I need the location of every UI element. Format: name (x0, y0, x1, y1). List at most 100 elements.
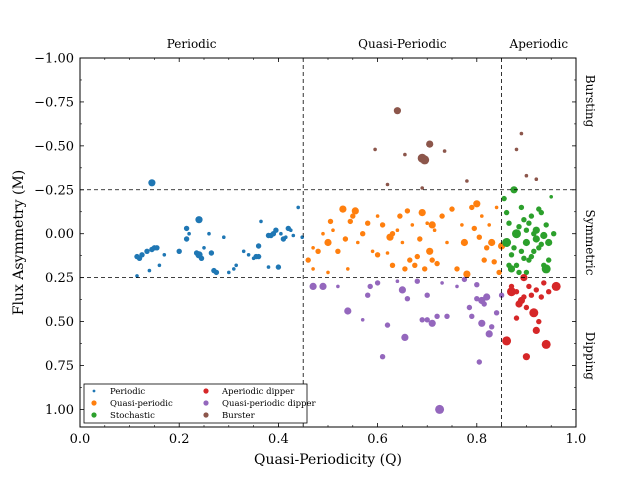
data-point (516, 269, 522, 276)
data-point (365, 292, 371, 298)
data-point (367, 283, 373, 290)
data-point (485, 330, 493, 338)
data-point (279, 231, 283, 236)
data-point (546, 289, 552, 295)
data-point (506, 262, 512, 268)
data-point (144, 248, 150, 254)
data-point (370, 249, 375, 254)
data-point (291, 233, 296, 238)
region-label-side: Symmetric (583, 210, 597, 276)
data-point (523, 269, 530, 276)
data-point (516, 224, 522, 230)
x-tick-label: 0.8 (466, 432, 487, 447)
data-point (351, 207, 359, 215)
region-label-side: Dipping (583, 332, 597, 380)
data-point (319, 282, 327, 290)
data-point (335, 248, 341, 254)
data-point (265, 232, 272, 239)
data-point (434, 260, 440, 267)
data-point (465, 179, 469, 183)
data-point (374, 252, 381, 258)
data-point (202, 246, 206, 250)
legend-label: Quasi-periodic (110, 399, 173, 409)
data-point (255, 243, 262, 249)
series-periodic (134, 179, 305, 278)
data-point (379, 354, 386, 360)
data-point (266, 265, 271, 269)
data-point (373, 147, 377, 152)
data-point (545, 238, 553, 247)
data-point (139, 252, 145, 258)
data-point (507, 287, 516, 297)
data-point (502, 238, 512, 247)
data-point (424, 292, 430, 298)
data-point (536, 318, 542, 325)
data-point (538, 294, 544, 300)
data-point (501, 195, 507, 202)
data-point (488, 238, 496, 247)
data-point (425, 221, 430, 225)
data-point (435, 404, 445, 414)
region-label-side: Bursting (583, 75, 597, 128)
data-point (523, 227, 530, 233)
data-point (402, 266, 408, 272)
data-point (207, 231, 211, 236)
data-point (241, 249, 246, 254)
data-point (476, 234, 482, 240)
data-point (524, 173, 529, 178)
data-point (487, 223, 492, 227)
x-axis-title: Quasi-Periodicity (Q) (254, 452, 402, 468)
data-point (551, 231, 557, 237)
legend-label: Burster (222, 411, 256, 421)
data-point (384, 322, 391, 328)
data-point (529, 308, 539, 318)
data-point (414, 253, 420, 260)
data-point (508, 283, 515, 290)
data-point (424, 317, 430, 323)
data-point (404, 208, 411, 214)
data-point (374, 280, 381, 286)
data-point (526, 283, 532, 290)
data-point (428, 221, 436, 229)
data-point (444, 313, 450, 319)
data-point (522, 238, 531, 247)
data-point (469, 313, 475, 319)
data-point (536, 206, 542, 212)
data-point (148, 179, 156, 187)
data-point (227, 270, 231, 275)
data-point (321, 231, 325, 236)
data-point (463, 270, 471, 278)
data-point (531, 248, 537, 254)
data-point (546, 257, 552, 263)
data-point (476, 359, 482, 365)
data-point (432, 228, 437, 232)
data-point (481, 257, 487, 263)
legend-label: Periodic (110, 387, 145, 397)
data-point (331, 228, 335, 232)
data-point (404, 296, 411, 302)
data-point (418, 209, 426, 217)
data-point (296, 205, 301, 210)
data-point (513, 289, 520, 295)
data-point (549, 195, 553, 199)
y-tick-label: 0.50 (45, 315, 74, 330)
data-point (528, 213, 535, 219)
data-point (347, 218, 353, 225)
data-point (311, 246, 315, 250)
legend-marker (203, 412, 209, 418)
data-point (426, 140, 434, 148)
data-point (541, 264, 551, 274)
data-point (518, 204, 525, 211)
data-point (498, 292, 505, 298)
data-point (154, 245, 160, 251)
data-point (513, 262, 520, 268)
data-point (305, 257, 311, 263)
data-point (360, 318, 365, 322)
data-point (481, 301, 487, 307)
data-point (478, 319, 486, 327)
data-point (417, 236, 423, 242)
data-point (474, 296, 480, 302)
legend-label: Aperiodic dipper (221, 387, 295, 397)
data-point (400, 240, 405, 245)
